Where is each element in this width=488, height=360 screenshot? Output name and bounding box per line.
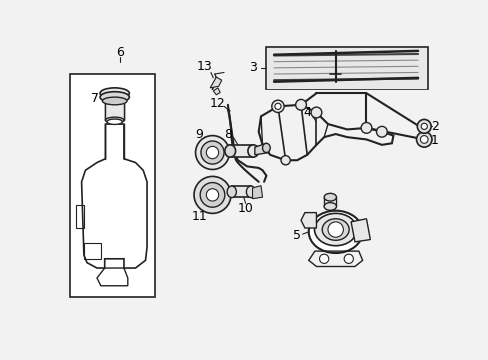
Polygon shape <box>301 213 316 228</box>
Text: 11: 11 <box>191 210 207 223</box>
Bar <box>70 74 154 297</box>
Circle shape <box>420 136 427 143</box>
Circle shape <box>206 147 218 159</box>
Bar <box>266 47 427 89</box>
Circle shape <box>271 100 284 112</box>
Text: 4: 4 <box>303 106 310 119</box>
Circle shape <box>295 99 306 110</box>
Circle shape <box>201 141 224 164</box>
Circle shape <box>344 254 353 264</box>
Polygon shape <box>254 143 268 155</box>
Polygon shape <box>105 101 123 120</box>
Ellipse shape <box>247 145 258 157</box>
Ellipse shape <box>324 203 336 210</box>
Circle shape <box>206 189 218 201</box>
Text: 2: 2 <box>430 120 438 133</box>
Ellipse shape <box>107 119 122 125</box>
Circle shape <box>281 156 290 165</box>
Text: 9: 9 <box>195 127 203 140</box>
Text: 8: 8 <box>224 127 231 140</box>
Polygon shape <box>252 186 262 199</box>
Polygon shape <box>213 88 220 95</box>
Circle shape <box>327 222 343 237</box>
Ellipse shape <box>100 92 129 103</box>
Text: 7: 7 <box>90 92 99 105</box>
Circle shape <box>310 107 321 118</box>
Circle shape <box>376 126 386 137</box>
Ellipse shape <box>100 88 129 99</box>
Circle shape <box>416 120 430 133</box>
Ellipse shape <box>314 213 356 246</box>
Circle shape <box>319 254 328 264</box>
Polygon shape <box>210 77 221 88</box>
Ellipse shape <box>105 117 123 123</box>
Text: 12: 12 <box>209 97 225 110</box>
Circle shape <box>416 132 431 147</box>
Text: 5: 5 <box>293 229 301 242</box>
Polygon shape <box>350 219 369 242</box>
Text: 13: 13 <box>197 60 212 73</box>
Circle shape <box>200 183 224 207</box>
Circle shape <box>194 176 230 213</box>
Polygon shape <box>230 145 253 157</box>
Text: 1: 1 <box>430 135 438 148</box>
Circle shape <box>274 103 281 109</box>
Circle shape <box>195 136 229 170</box>
Polygon shape <box>231 186 250 197</box>
Text: 6: 6 <box>116 46 124 59</box>
Ellipse shape <box>224 145 235 157</box>
Circle shape <box>420 123 427 130</box>
Ellipse shape <box>308 211 362 253</box>
Text: 3: 3 <box>249 61 257 74</box>
Text: 10: 10 <box>237 202 253 215</box>
Ellipse shape <box>226 186 236 198</box>
Ellipse shape <box>324 193 336 201</box>
Ellipse shape <box>246 186 255 198</box>
Ellipse shape <box>262 143 270 153</box>
Circle shape <box>360 122 371 133</box>
Ellipse shape <box>102 97 127 105</box>
Ellipse shape <box>322 219 348 240</box>
Bar <box>266 48 427 89</box>
